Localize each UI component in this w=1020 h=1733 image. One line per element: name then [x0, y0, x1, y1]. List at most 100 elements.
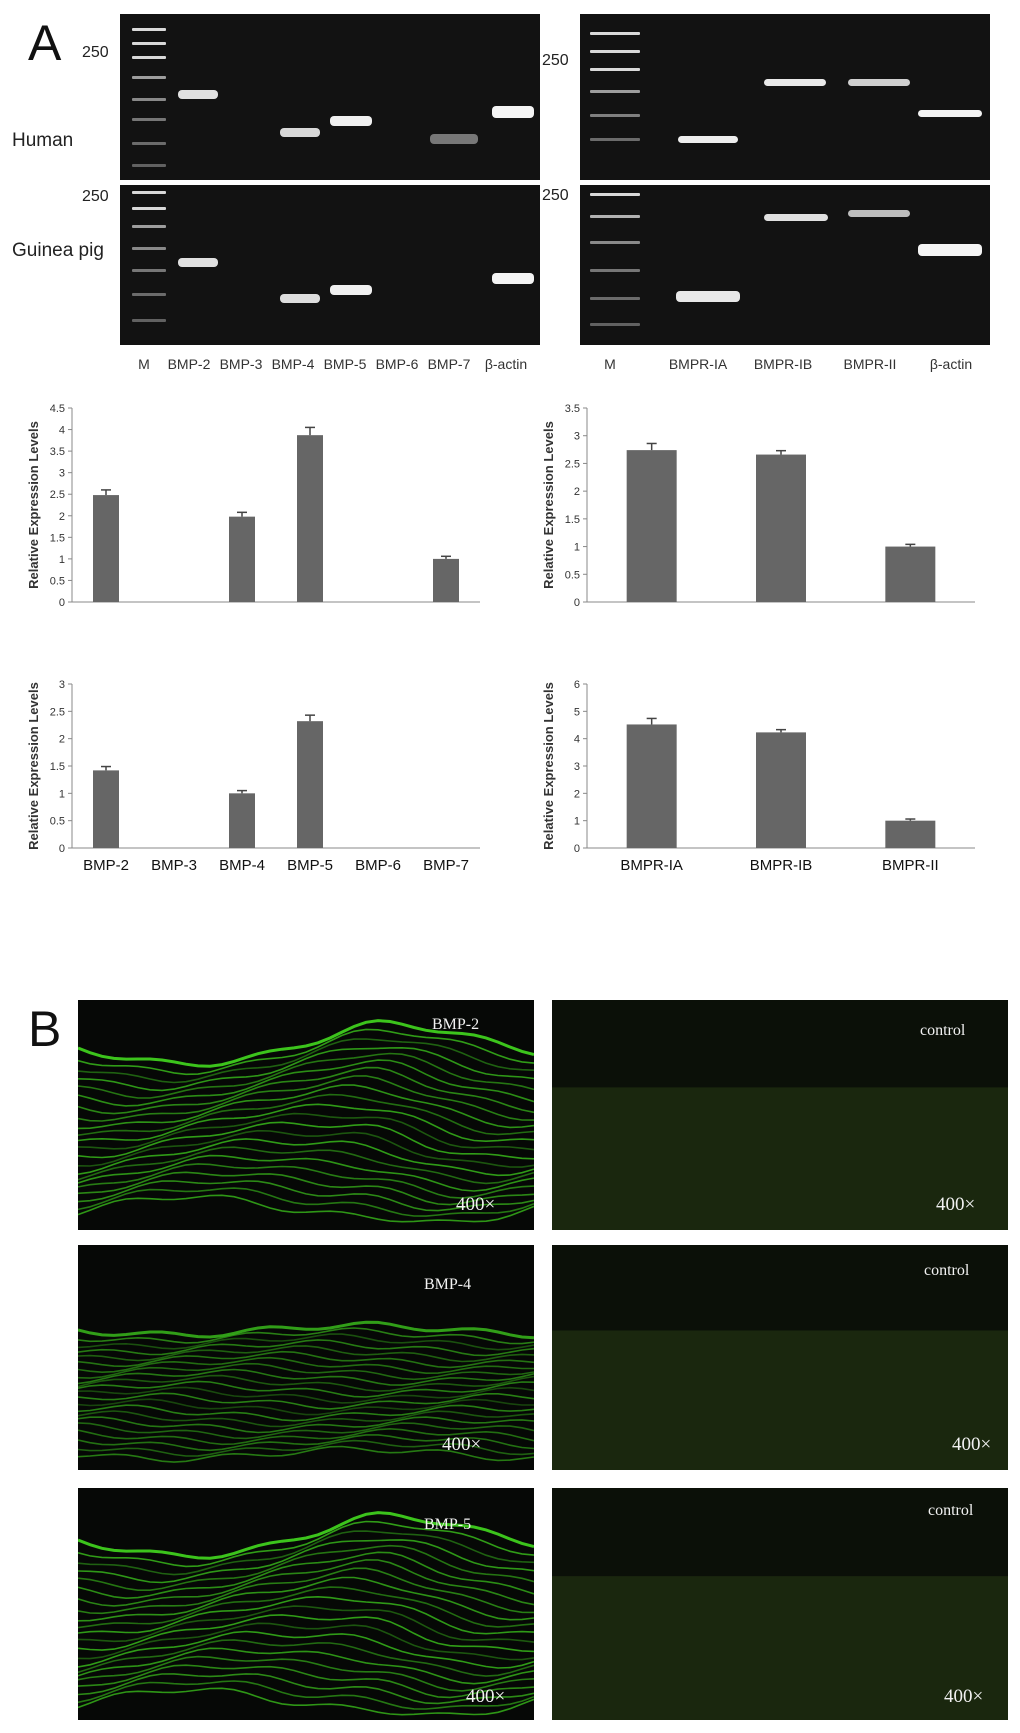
lane-label-bmpr-ib: BMPR-IB: [753, 356, 813, 372]
micrograph-bmp-5: [78, 1488, 534, 1720]
fluorescent-tissue-layers: [78, 1320, 534, 1463]
band-human-bmpr-ia: [678, 136, 738, 143]
row-label-guinea-pig: Guinea pig: [12, 240, 104, 261]
y-tick-label: 2.5: [50, 489, 65, 501]
bar-bmpr-ia: [626, 724, 677, 848]
category-label-bmp-6: BMP-6: [355, 857, 401, 874]
y-tick-label: 4: [59, 425, 65, 437]
bar-chart-guinea-pig-bmpr: 0 1 2 3 4 5 6 Relative Expression Levels BMPR-IA…: [541, 679, 975, 874]
bar-bmp-2: [93, 770, 119, 848]
bar-bmp-5: [297, 435, 323, 602]
band-guinea-pig-bmpr-ia: [676, 291, 740, 302]
band-guinea-pig-beta-actin: [492, 273, 534, 284]
lane-label-beta-actin-right: β-actin: [929, 356, 973, 372]
y-tick-label: 1.5: [50, 532, 65, 544]
micrograph-mag-control-1: 400×: [936, 1194, 976, 1215]
y-tick-label: 0: [574, 597, 580, 609]
y-tick-label: 1: [59, 788, 65, 800]
lane-label-bmpr-ia: BMPR-IA: [668, 356, 728, 372]
y-tick-label: 2: [59, 511, 65, 523]
marker-250-top-right: 250: [542, 52, 569, 69]
band-human-bmp-2: [178, 90, 218, 99]
lane-label-bmp-7: BMP-7: [427, 356, 471, 372]
y-tick-label: 1.5: [565, 514, 580, 526]
bar-chart-human-bmp: 0 0.5 1 1.5 2 2.5 3 3.5 4 4.5 Relative Expression …: [26, 403, 480, 609]
micrograph-mag-bmp-4: 400×: [442, 1434, 482, 1455]
bar-bmp-2: [93, 495, 119, 602]
bar-chart-guinea-pig-bmp: 0 0.5 1 1.5 2 2.5 3 Relative Expression Levels B…: [26, 679, 480, 874]
band-human-bmp-5: [330, 116, 372, 126]
control-tissue-background: [552, 1576, 1008, 1720]
category-label-bmpr-ii: BMPR-II: [882, 857, 939, 874]
category-label-bmp-3: BMP-3: [151, 857, 197, 874]
marker-250-top-left: 250: [82, 44, 109, 61]
lane-label-bmpr-ii: BMPR-II: [843, 356, 897, 372]
lane-label-bmp-6: BMP-6: [375, 356, 419, 372]
y-tick-label: 1.5: [50, 761, 65, 773]
y-tick-label: 3.5: [50, 446, 65, 458]
micrograph-title-bmp-5: BMP-5: [424, 1516, 472, 1533]
gel-human-bmp: [120, 14, 540, 180]
y-tick-label: 1: [574, 542, 580, 554]
y-axis-label: Relative Expression Levels: [26, 682, 41, 850]
category-label-bmpr-ia: BMPR-IA: [620, 857, 683, 874]
y-tick-label: 0: [574, 843, 580, 855]
gel-guinea-pig-bmpr: [580, 185, 990, 345]
gel-guinea-pig-bmp: [120, 185, 540, 345]
bar-bmp-5: [297, 721, 323, 848]
micrograph-title-control-2: control: [924, 1262, 970, 1279]
lane-label-bmp-4: BMP-4: [271, 356, 315, 372]
y-tick-label: 3: [574, 431, 580, 443]
band-guinea-pig-bmp-4: [280, 294, 320, 303]
panel-b-letter: B: [28, 1001, 62, 1057]
y-tick-label: 3.5: [565, 403, 580, 415]
y-tick-label: 3: [59, 468, 65, 480]
micrograph-control-3: [552, 1488, 1008, 1720]
y-tick-label: 3: [574, 761, 580, 773]
y-tick-label: 3: [59, 679, 65, 691]
y-tick-label: 0: [59, 843, 65, 855]
category-label-bmp-2: BMP-2: [83, 857, 129, 874]
y-tick-label: 2: [574, 486, 580, 498]
gel-human-bmpr: [580, 14, 990, 180]
category-label-bmp-5: BMP-5: [287, 857, 333, 874]
bar-bmp-4: [229, 793, 255, 848]
y-tick-label: 0: [59, 597, 65, 609]
micrograph-title-control-1: control: [920, 1022, 966, 1039]
bar-bmpr-ib: [756, 732, 806, 848]
micrograph-control-1: [552, 1000, 1008, 1230]
micrograph-control-2: [552, 1245, 1008, 1470]
band-human-bmpr-ii: [848, 79, 910, 86]
micrograph-title-bmp-4: BMP-4: [424, 1276, 472, 1293]
micrograph-mag-control-3: 400×: [944, 1686, 984, 1707]
band-human-bmp-4: [280, 128, 320, 137]
control-tissue-background: [552, 1330, 1008, 1470]
band-guinea-pig-bmpr-ib: [764, 214, 828, 221]
y-axis-label: Relative Expression Levels: [26, 421, 41, 589]
y-tick-label: 1: [574, 816, 580, 828]
y-tick-label: 4.5: [50, 403, 65, 415]
y-tick-label: 5: [574, 706, 580, 718]
control-tissue-background: [552, 1087, 1008, 1230]
y-tick-label: 2.5: [565, 458, 580, 470]
band-guinea-pig-bmp-2: [178, 258, 218, 267]
bar-chart-human-bmpr: 0 0.5 1 1.5 2 2.5 3 3.5 Relative Expression Leve…: [541, 403, 975, 609]
category-label-bmpr-ib: BMPR-IB: [750, 857, 813, 874]
y-tick-label: 0.5: [565, 569, 580, 581]
panel-a-letter: A: [28, 15, 62, 71]
micrograph-bmp-4: [78, 1245, 534, 1470]
lane-label-m-right: M: [604, 356, 616, 372]
y-tick-label: 2: [574, 788, 580, 800]
y-tick-label: 6: [574, 679, 580, 691]
y-axis-label: Relative Expression Levels: [541, 682, 556, 850]
band-human-bmpr-beta-actin: [918, 110, 982, 117]
y-tick-label: 2: [59, 734, 65, 746]
fluorescent-tissue-layers: [78, 1019, 534, 1223]
micrograph-mag-control-2: 400×: [952, 1434, 992, 1455]
bar-bmp-4: [229, 516, 255, 602]
micrograph-bmp-2: [78, 1000, 534, 1230]
micrograph-mag-bmp-5: 400×: [466, 1686, 506, 1707]
band-guinea-pig-bmpr-beta-actin: [918, 244, 982, 256]
lane-label-bmp-5: BMP-5: [323, 356, 367, 372]
band-human-bmpr-ib: [764, 79, 826, 86]
